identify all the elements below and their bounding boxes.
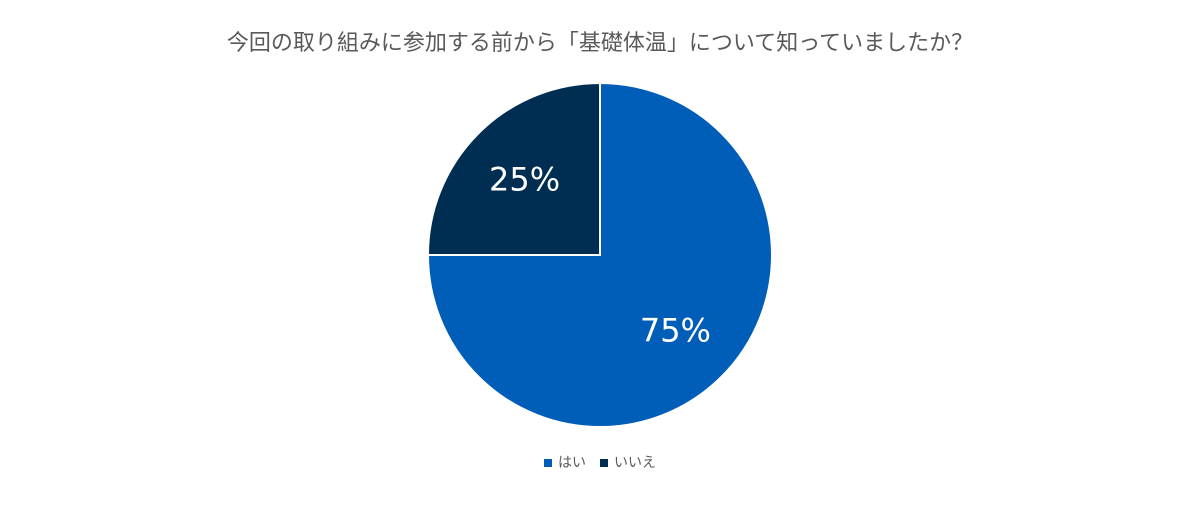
legend-swatch-2: [600, 459, 608, 467]
slice-label-1: 75%: [640, 311, 711, 349]
legend-label-1: はい: [558, 455, 586, 471]
legend-swatch-1: [544, 459, 552, 467]
slice-label-2: 25%: [489, 161, 560, 199]
slice-labels: 75% 25%: [489, 161, 711, 350]
legend: はい いいえ: [544, 455, 656, 471]
pie-slice-2: [426, 81, 601, 256]
chart-title: 今回の取り組みに参加する前から「基礎体温」について知っていましたか？: [227, 31, 973, 56]
legend-label-2: いいえ: [614, 455, 656, 471]
pie-slices: [426, 81, 773, 428]
